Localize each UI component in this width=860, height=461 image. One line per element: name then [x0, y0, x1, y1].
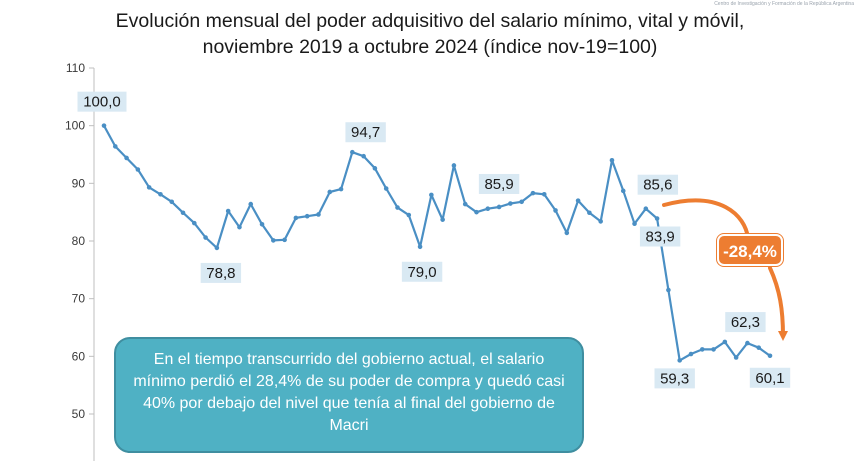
data-point — [350, 149, 355, 155]
data-point — [530, 190, 536, 196]
data-point — [282, 237, 287, 243]
data-point — [474, 209, 479, 215]
data-point — [575, 198, 581, 203]
data-label: 85,6 — [643, 177, 672, 194]
chart-title-line2: noviembre 2019 a octubre 2024 (índice no… — [202, 36, 658, 58]
y-tick-label: 90 — [72, 176, 86, 190]
data-point — [395, 205, 400, 210]
data-point — [124, 155, 129, 161]
data-point — [158, 191, 163, 197]
data-point — [756, 345, 762, 350]
data-point — [192, 220, 197, 226]
data-label-background — [200, 262, 242, 283]
data-point — [417, 244, 423, 250]
data-point — [632, 221, 637, 226]
data-point — [519, 199, 524, 205]
data-label: 60,1 — [755, 370, 784, 387]
data-label: 79,0 — [407, 264, 436, 281]
data-point — [440, 217, 445, 222]
data-point — [429, 192, 434, 198]
y-tick-label: 60 — [72, 349, 86, 363]
data-point — [237, 224, 242, 230]
chart-title-line1: Evolución mensual del poder adquisitivo … — [115, 10, 745, 32]
data-point — [203, 235, 208, 240]
data-point — [508, 201, 513, 206]
data-label-background — [401, 261, 443, 282]
data-point — [180, 210, 186, 216]
data-point — [485, 206, 491, 212]
drop-arrow — [662, 198, 783, 336]
data-label-layer: 100,0 78,8 94,7 79,0 85,9 85,6 83,9 59,3 62,3 60,… — [77, 91, 791, 389]
data-point — [643, 206, 649, 212]
data-point — [361, 153, 366, 159]
data-point — [767, 353, 773, 359]
data-point — [564, 230, 570, 236]
note-callout: En el tiempo transcurrido del gobierno a… — [114, 337, 584, 453]
data-point — [259, 221, 265, 227]
data-label-background — [749, 367, 791, 388]
data-point — [304, 213, 310, 219]
data-point — [598, 219, 603, 224]
data-label: 83,9 — [646, 229, 675, 246]
source-watermark: Centro de Investigación y Formación de l… — [714, 1, 854, 7]
data-point — [666, 287, 671, 293]
data-label-background — [478, 173, 520, 194]
data-point — [699, 347, 705, 352]
data-point — [293, 215, 299, 221]
data-point — [248, 201, 254, 207]
data-point — [711, 347, 716, 352]
data-label-background — [77, 91, 127, 112]
data-label: 59,3 — [660, 370, 689, 387]
data-point — [327, 189, 333, 195]
data-label-background — [637, 174, 679, 195]
data-point — [372, 166, 378, 171]
drop-percentage-badge: -28,4% — [717, 234, 783, 266]
data-point — [383, 186, 389, 191]
y-tick-label: 110 — [66, 61, 85, 75]
data-point — [722, 339, 728, 345]
data-point — [451, 163, 457, 168]
data-point — [146, 185, 152, 190]
data-label-background — [345, 122, 386, 143]
y-tick-label: 80 — [72, 234, 86, 248]
data-point — [587, 210, 592, 216]
data-label: 85,9 — [484, 176, 513, 193]
data-point — [101, 123, 107, 128]
data-label-background — [639, 226, 681, 247]
data-point — [677, 358, 682, 363]
data-point — [688, 351, 694, 357]
y-tick-label: 100 — [65, 119, 85, 133]
data-point — [271, 238, 276, 243]
data-point — [620, 188, 626, 194]
data-label: 94,7 — [351, 124, 380, 141]
data-point — [745, 340, 750, 346]
data-label: 62,3 — [731, 314, 760, 331]
data-point — [609, 157, 615, 163]
chart-title: Evolución mensual del poder adquisitivo … — [60, 8, 800, 60]
data-point — [496, 204, 502, 210]
data-label: 100,0 — [83, 94, 121, 111]
data-label: 78,8 — [206, 265, 235, 282]
data-point — [654, 216, 660, 221]
data-point — [316, 212, 321, 217]
data-point — [406, 212, 412, 218]
y-tick-label: 50 — [72, 407, 86, 421]
data-point — [553, 208, 558, 213]
data-point — [733, 355, 739, 360]
y-axis: 50 60 70 80 90 100 110 — [65, 61, 95, 461]
data-label-background — [654, 368, 695, 389]
data-point — [135, 167, 141, 172]
data-point — [225, 208, 231, 214]
series-marker-layer — [101, 123, 773, 363]
data-point — [214, 245, 220, 251]
data-point — [462, 201, 468, 207]
data-point — [541, 191, 547, 197]
data-point — [338, 186, 344, 192]
data-point — [169, 199, 175, 205]
y-tick-label: 70 — [72, 292, 86, 306]
data-label-background — [725, 312, 766, 333]
data-point — [112, 144, 118, 149]
